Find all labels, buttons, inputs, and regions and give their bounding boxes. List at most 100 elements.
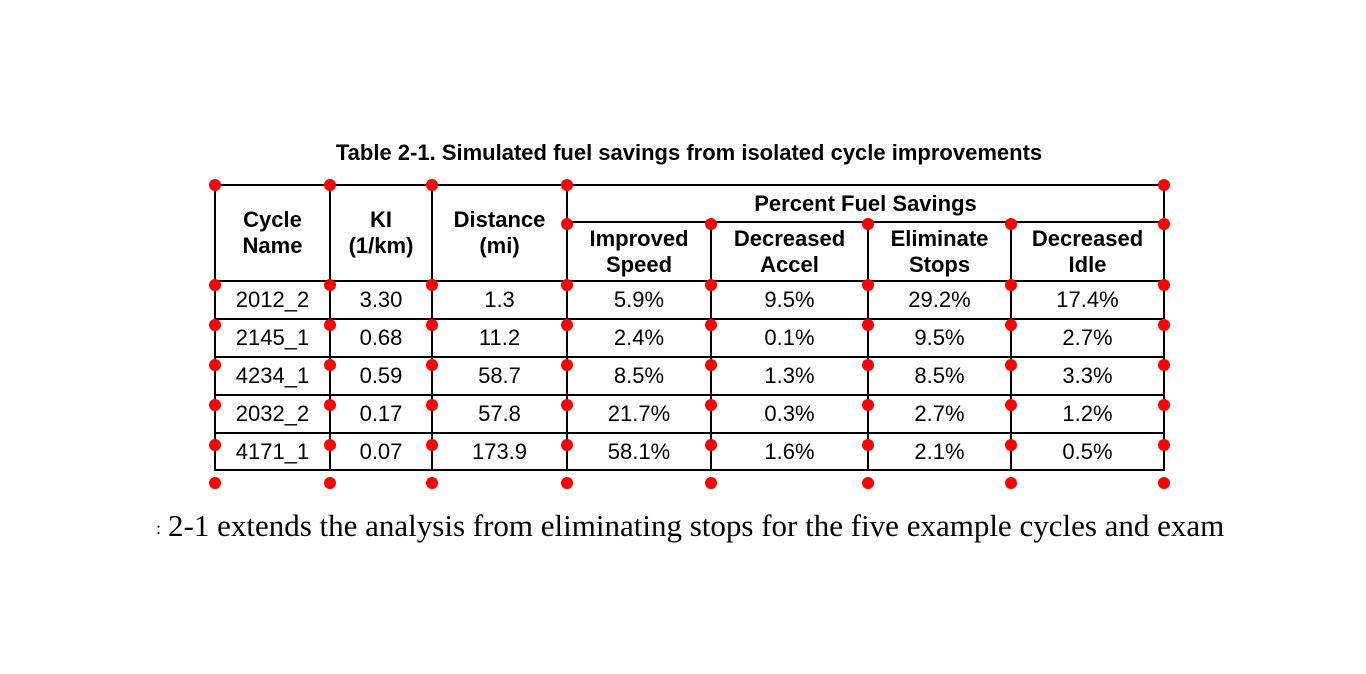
header-row-sub: Improved Speed Decreased Accel Eliminate… [215, 221, 1165, 282]
table-row: 2032_2 0.17 57.8 21.7% 0.3% 2.7% 1.2% [214, 394, 1165, 434]
table-row: 4234_1 0.59 58.7 8.5% 1.3% 8.5% 3.3% [214, 356, 1165, 396]
cell-ki: 0.59 [329, 356, 433, 396]
cell-improved-speed: 8.5% [566, 356, 712, 396]
header-distance: Distance (mi) [431, 184, 568, 282]
table-corner-dot [705, 319, 717, 331]
cell-cycle-name: 4234_1 [214, 356, 331, 396]
cell-eliminate-stops: 2.1% [867, 432, 1012, 471]
table-corner-dot [426, 477, 438, 489]
table-corner-dot [561, 439, 573, 451]
cell-decreased-idle: 1.2% [1010, 394, 1165, 434]
table-corner-dot [862, 399, 874, 411]
table-corner-dot [862, 279, 874, 291]
table-corner-dot [209, 477, 221, 489]
table-corner-dot [705, 439, 717, 451]
table-corner-dot [324, 279, 336, 291]
cell-decreased-accel: 0.3% [710, 394, 869, 434]
cell-decreased-accel: 1.6% [710, 432, 869, 471]
fuel-savings-table-container: Cycle Name KI (1/km) Distance (mi) Perce… [214, 184, 1165, 471]
table-corner-dot [1158, 477, 1170, 489]
clipped-glyph-fragment: : [156, 518, 162, 538]
cell-improved-speed: 58.1% [566, 432, 712, 471]
table-corner-dot [1158, 179, 1170, 191]
table-corner-dot [209, 359, 221, 371]
table-corner-dot [1005, 439, 1017, 451]
table-corner-dot [862, 218, 874, 230]
table-corner-dot [561, 477, 573, 489]
table-corner-dot [1158, 439, 1170, 451]
table-corner-dot [1005, 477, 1017, 489]
fuel-savings-table: Cycle Name KI (1/km) Distance (mi) Perce… [214, 184, 1165, 471]
cell-improved-speed: 21.7% [566, 394, 712, 434]
table-corner-dot [209, 399, 221, 411]
header-improved-speed: Improved Speed [566, 221, 712, 282]
cell-eliminate-stops: 8.5% [867, 356, 1012, 396]
table-corner-dot [324, 477, 336, 489]
table-corner-dot [324, 439, 336, 451]
table-row: 2012_2 3.30 1.3 5.9% 9.5% 29.2% 17.4% [214, 280, 1165, 320]
table-corner-dot [561, 319, 573, 331]
table-corner-dot [1005, 218, 1017, 230]
cell-cycle-name: 2145_1 [214, 318, 331, 358]
table-corner-dot [705, 218, 717, 230]
table-corner-dot [1005, 359, 1017, 371]
cell-eliminate-stops: 2.7% [867, 394, 1012, 434]
table-corner-dot [1158, 218, 1170, 230]
table-corner-dot [426, 179, 438, 191]
table-corner-dot [324, 359, 336, 371]
cell-cycle-name: 2012_2 [214, 280, 331, 320]
table-corner-dot [1158, 319, 1170, 331]
cell-distance: 173.9 [431, 432, 568, 471]
table-corner-dot [426, 399, 438, 411]
table-corner-dot [1005, 319, 1017, 331]
cell-ki: 3.30 [329, 280, 433, 320]
cell-decreased-accel: 0.1% [710, 318, 869, 358]
table-corner-dot [561, 218, 573, 230]
table-corner-dot [862, 319, 874, 331]
table-corner-dot [561, 399, 573, 411]
table-corner-dot [862, 359, 874, 371]
table-corner-dot [561, 179, 573, 191]
body-text: 2-1 extends the analysis from eliminatin… [168, 508, 1225, 543]
header-ki: KI (1/km) [329, 184, 433, 282]
cell-decreased-accel: 1.3% [710, 356, 869, 396]
cell-cycle-name: 2032_2 [214, 394, 331, 434]
table-corner-dot [1158, 399, 1170, 411]
table-corner-dot [1005, 399, 1017, 411]
body-text-line: :2-1 extends the analysis from eliminati… [156, 506, 1356, 548]
cell-decreased-idle: 0.5% [1010, 432, 1165, 471]
table-corner-dot [324, 179, 336, 191]
table-corner-dot [209, 179, 221, 191]
cell-decreased-idle: 2.7% [1010, 318, 1165, 358]
cell-ki: 0.17 [329, 394, 433, 434]
table-corner-dot [324, 319, 336, 331]
cell-distance: 58.7 [431, 356, 568, 396]
table-corner-dot [561, 279, 573, 291]
cell-improved-speed: 5.9% [566, 280, 712, 320]
table-corner-dot [209, 439, 221, 451]
table-corner-dot [426, 359, 438, 371]
header-decreased-accel: Decreased Accel [710, 221, 869, 282]
cell-eliminate-stops: 9.5% [867, 318, 1012, 358]
header-cycle-name: Cycle Name [214, 184, 331, 282]
table-corner-dot [862, 439, 874, 451]
cell-improved-speed: 2.4% [566, 318, 712, 358]
cell-distance: 1.3 [431, 280, 568, 320]
table-corner-dot [324, 399, 336, 411]
table-corner-dot [209, 279, 221, 291]
cell-distance: 11.2 [431, 318, 568, 358]
table-corner-dot [209, 319, 221, 331]
cell-eliminate-stops: 29.2% [867, 280, 1012, 320]
cell-ki: 0.68 [329, 318, 433, 358]
table-corner-dot [1158, 359, 1170, 371]
cell-cycle-name: 4171_1 [214, 432, 331, 471]
table-caption: Table 2-1. Simulated fuel savings from i… [335, 140, 1043, 165]
cell-decreased-idle: 17.4% [1010, 280, 1165, 320]
cell-decreased-idle: 3.3% [1010, 356, 1165, 396]
table-corner-dot [705, 359, 717, 371]
table-corner-dot [1005, 279, 1017, 291]
cell-decreased-accel: 9.5% [710, 280, 869, 320]
table-corner-dot [705, 477, 717, 489]
table-corner-dot [426, 319, 438, 331]
